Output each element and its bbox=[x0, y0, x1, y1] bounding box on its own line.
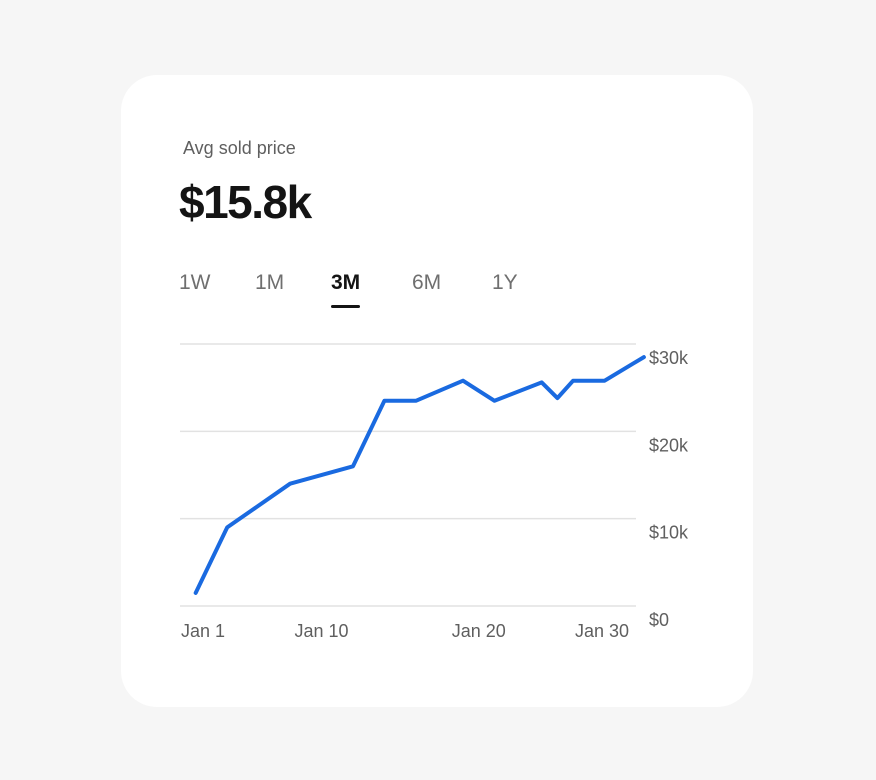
series-line bbox=[193, 355, 646, 595]
x-axis-ticks: Jan 1 Jan 10 Jan 20 Jan 30 bbox=[181, 621, 629, 641]
metric-value: $15.8k bbox=[179, 176, 312, 228]
gridlines bbox=[180, 343, 636, 607]
y-tick-label: $30k bbox=[649, 348, 689, 368]
avg-sold-price-card: Avg sold price $15.8k 1W 1M 3M 6M 1Y $30… bbox=[121, 75, 753, 707]
y-tick-label: $0 bbox=[649, 610, 669, 630]
x-tick-label: Jan 20 bbox=[452, 621, 506, 641]
tab-3m[interactable]: 3M bbox=[331, 271, 361, 308]
series-layer bbox=[193, 355, 646, 595]
tab-1y[interactable]: 1Y bbox=[492, 271, 518, 294]
tab-6m[interactable]: 6M bbox=[412, 271, 442, 294]
price-line-chart: $30k $20k $10k $0 Jan 1 Jan 10 Jan 20 Jan 30 bbox=[180, 343, 689, 641]
y-axis-ticks: $30k $20k $10k $0 bbox=[649, 348, 689, 630]
range-tabs: 1W 1M 3M 6M 1Y bbox=[179, 271, 599, 311]
y-tick-label: $20k bbox=[649, 435, 689, 455]
tab-1w[interactable]: 1W bbox=[179, 271, 211, 294]
x-tick-label: Jan 10 bbox=[294, 621, 348, 641]
y-tick-label: $10k bbox=[649, 523, 689, 543]
x-tick-label: Jan 1 bbox=[181, 621, 225, 641]
x-tick-label: Jan 30 bbox=[575, 621, 629, 641]
tab-1m[interactable]: 1M bbox=[255, 271, 285, 294]
metric-label: Avg sold price bbox=[183, 138, 296, 158]
